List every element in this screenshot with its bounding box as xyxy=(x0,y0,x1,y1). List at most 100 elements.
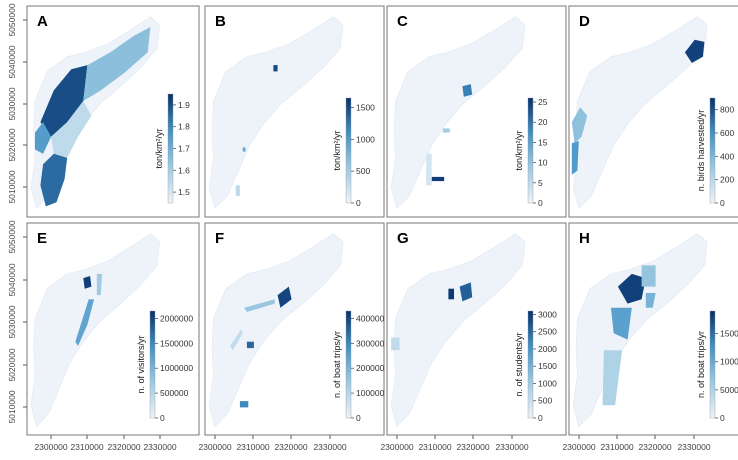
map-feature xyxy=(431,176,445,182)
y-tick-label: 5030000 xyxy=(7,305,17,338)
legend-tick-label: 500000 xyxy=(160,388,189,398)
legend-tick-label: 1.8 xyxy=(178,122,190,132)
map-feature xyxy=(571,107,588,144)
x-tick-label: 2320000 xyxy=(107,442,140,452)
panel-h: H 15000 10000 5000 0 n. of boat trips/yr xyxy=(568,222,738,436)
legend-tick-label: 1.9 xyxy=(178,100,190,110)
legend-tick-label: 1.7 xyxy=(178,144,190,154)
legend-tick-label: 200000 xyxy=(356,363,385,373)
legend-tick-label: 1500 xyxy=(356,103,375,113)
x-tick-label: 2300000 xyxy=(198,442,231,452)
map-feature xyxy=(610,307,632,340)
map-feature xyxy=(244,299,275,312)
legend-tick-label: 600 xyxy=(720,128,734,138)
legend-tick-label: 0 xyxy=(356,198,361,208)
map-feature xyxy=(35,122,52,154)
map-feature xyxy=(96,273,103,296)
panel-b: B 1500 1000 500 0 ton/km²/yr xyxy=(204,5,385,218)
map-feature xyxy=(617,273,646,304)
map-feature xyxy=(448,288,454,300)
legend-tick-label: 400 xyxy=(720,151,734,161)
legend-tick-label: 3000 xyxy=(538,309,557,319)
legend-tick-label: 1.5 xyxy=(178,187,190,197)
x-tick-label: 2300000 xyxy=(562,442,595,452)
panel-letter: D xyxy=(579,13,590,30)
map-feature xyxy=(645,293,656,308)
legend-tick-label: 500 xyxy=(356,166,370,176)
legend-color-bar xyxy=(709,310,716,419)
mainland-shape xyxy=(390,16,526,210)
legend-tick-label: 10 xyxy=(538,158,548,168)
map-feature xyxy=(230,329,243,351)
x-tick-label: 2310000 xyxy=(236,442,269,452)
mainland-shape xyxy=(208,233,344,428)
y-tick-label: 5010000 xyxy=(7,390,17,423)
panel-e: E 2000000 1500000 1000000 500000 0 n. of visit… xyxy=(26,222,200,436)
map-feature xyxy=(239,401,249,408)
legend-tick-label: 5000 xyxy=(720,385,738,395)
map-feature xyxy=(75,299,95,346)
x-tick-label: 2330000 xyxy=(495,442,528,452)
panel-letter: F xyxy=(215,230,224,247)
map-feature xyxy=(51,101,92,158)
y-tick-label: 5020000 xyxy=(7,348,17,381)
y-tick-label: 5040000 xyxy=(7,45,17,78)
legend-title: n. of visitors/yr xyxy=(136,335,146,393)
map-feature xyxy=(684,39,705,63)
x-tick-label: 2330000 xyxy=(313,442,346,452)
panel-g: G 3000 2500 2000 1500 1000 500 0 n. of students/… xyxy=(386,222,567,436)
y-tick-label: 5050000 xyxy=(7,220,17,253)
map-feature xyxy=(391,337,400,351)
map-feature xyxy=(273,65,278,72)
map-feature xyxy=(40,153,68,207)
legend-tick-label: 10000 xyxy=(720,357,738,367)
y-tick-label: 5030000 xyxy=(7,87,17,120)
x-tick-label: 2310000 xyxy=(70,442,103,452)
map-feature xyxy=(235,185,240,196)
legend-tick-label: 0 xyxy=(538,413,543,423)
legend-color-bar xyxy=(709,97,716,204)
legend-title: n. of boat trips/yr xyxy=(332,331,342,398)
legend-tick-label: 400000 xyxy=(356,313,385,323)
x-tick-label: 2310000 xyxy=(418,442,451,452)
legend-color-bar xyxy=(167,93,174,204)
legend-tick-label: 1500 xyxy=(538,361,557,371)
legend-title: n. of students/yr xyxy=(514,332,524,396)
legend-tick-label: 1.6 xyxy=(178,165,190,175)
map-feature xyxy=(83,27,151,102)
map-feature xyxy=(40,65,88,137)
x-tick-label: 2330000 xyxy=(677,442,710,452)
legend-color-bar xyxy=(345,310,352,419)
map-feature xyxy=(571,141,579,175)
map-feature xyxy=(246,341,254,349)
legend-tick-label: 800 xyxy=(720,105,734,115)
x-tick-label: 2320000 xyxy=(456,442,489,452)
legend-tick-label: 0 xyxy=(720,413,725,423)
mainland-shape xyxy=(208,16,344,210)
legend-tick-label: 5 xyxy=(538,178,543,188)
legend-tick-label: 0 xyxy=(356,413,361,423)
x-tick-label: 2300000 xyxy=(380,442,413,452)
legend-color-bar xyxy=(345,97,352,204)
mainland-shape xyxy=(30,233,161,428)
legend-tick-label: 20 xyxy=(538,117,548,127)
legend-title: ton/km²/yr xyxy=(154,128,164,168)
legend-title: ton/km²/yr xyxy=(514,130,524,170)
y-tick-label: 5020000 xyxy=(7,128,17,161)
map-feature xyxy=(426,153,432,186)
map-feature xyxy=(277,286,292,308)
mainland-shape xyxy=(572,16,708,210)
panel-letter: G xyxy=(397,230,409,247)
x-tick-label: 2320000 xyxy=(274,442,307,452)
mainland-shape xyxy=(390,233,526,428)
map-feature xyxy=(442,128,450,133)
legend-tick-label: 0 xyxy=(160,413,165,423)
legend-color-bar xyxy=(149,310,156,419)
legend-tick-label: 200 xyxy=(720,175,734,185)
panel-letter: B xyxy=(215,13,226,30)
legend-tick-label: 300000 xyxy=(356,338,385,348)
panel-f: F 400000 300000 200000 100000 0 n. of boat tri… xyxy=(204,222,385,436)
legend-tick-label: 25 xyxy=(538,97,548,107)
y-tick-label: 5010000 xyxy=(7,170,17,203)
